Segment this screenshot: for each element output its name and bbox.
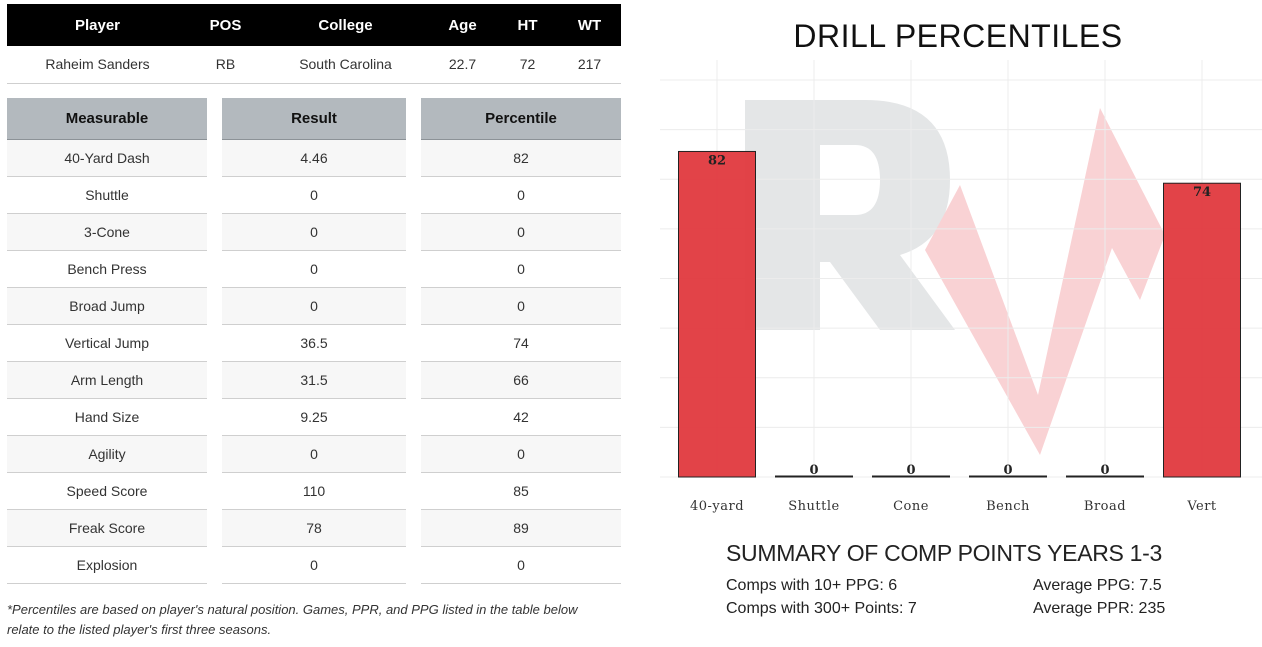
x-tick-label: Cone xyxy=(893,499,929,514)
measurable-cell: Speed Score xyxy=(7,473,207,510)
measurable-cell: Broad Jump xyxy=(7,288,207,325)
player-height: 72 xyxy=(497,46,558,84)
bar-shuttle xyxy=(775,475,853,478)
percentile-cell: 0 xyxy=(421,436,621,473)
header-college: College xyxy=(263,4,428,46)
result-cell: 0 xyxy=(222,177,406,214)
result-cell: 110 xyxy=(222,473,406,510)
bar-value-label: 0 xyxy=(906,463,915,478)
chart-title: DRILL PERCENTILES xyxy=(793,18,1122,54)
bar-value-label: 0 xyxy=(1100,463,1109,478)
result-header: Result xyxy=(222,98,406,140)
chart-labels: 82 40-yard 0 Shuttle 0 Cone 0 Bench 0 Broad 74 Vert xyxy=(690,153,1217,514)
measurable-cell: Arm Length xyxy=(7,362,207,399)
bar-vert xyxy=(1163,182,1241,478)
bar-bench xyxy=(969,475,1047,478)
footnote: *Percentiles are based on player's natur… xyxy=(7,600,627,640)
percentile-cell: 85 xyxy=(421,473,621,510)
percentile-cell: 74 xyxy=(421,325,621,362)
bar-broad xyxy=(1066,475,1144,478)
measurable-cell: Explosion xyxy=(7,547,207,584)
x-tick-label: Broad xyxy=(1084,499,1126,514)
player-name: Raheim Sanders xyxy=(7,46,188,84)
footnote-line-2: relate to the listed player's first thre… xyxy=(7,622,272,637)
bar-cone xyxy=(872,475,950,478)
watermark-r-icon xyxy=(745,100,955,330)
measurable-cell: Freak Score xyxy=(7,510,207,547)
result-cell: 36.5 xyxy=(222,325,406,362)
percentile-cell: 82 xyxy=(421,140,621,177)
percentile-cell: 0 xyxy=(421,547,621,584)
percentile-cell: 66 xyxy=(421,362,621,399)
measurable-column: Measurable 40-Yard Dash Shuttle 3-Cone Benc… xyxy=(7,98,207,584)
measurable-cell: Agility xyxy=(7,436,207,473)
header-player: Player xyxy=(7,4,188,46)
result-cell: 4.46 xyxy=(222,140,406,177)
x-tick-label: Shuttle xyxy=(788,499,839,514)
bar-value-label: 0 xyxy=(1003,463,1012,478)
player-pos: RB xyxy=(188,46,263,84)
bar-value-label: 74 xyxy=(1193,185,1211,200)
measurable-cell: 3-Cone xyxy=(7,214,207,251)
result-cell: 0 xyxy=(222,547,406,584)
percentile-cell: 0 xyxy=(421,214,621,251)
player-age: 22.7 xyxy=(428,46,497,84)
player-row: Raheim Sanders RB South Carolina 22.7 72… xyxy=(7,46,621,84)
measurable-header: Measurable xyxy=(7,98,207,140)
percentile-cell: 0 xyxy=(421,251,621,288)
percentile-cell: 42 xyxy=(421,399,621,436)
percentile-column: Percentile 82 0 0 0 0 74 66 42 0 85 89 0 xyxy=(421,98,621,584)
header-ht: HT xyxy=(497,4,558,46)
summary-comps-10-ppg: Comps with 10+ PPG: 6 xyxy=(726,577,898,594)
x-tick-label: Bench xyxy=(986,499,1030,514)
bar-value-label: 82 xyxy=(708,153,726,168)
x-tick-label: Vert xyxy=(1186,499,1217,514)
chart-bars xyxy=(678,150,1241,478)
summary-average-ppg: Average PPG: 7.5 xyxy=(1033,577,1162,594)
result-cell: 0 xyxy=(222,288,406,325)
header-pos: POS xyxy=(188,4,263,46)
header-age: Age xyxy=(428,4,497,46)
measurable-cell: 40-Yard Dash xyxy=(7,140,207,177)
percentile-cell: 0 xyxy=(421,177,621,214)
summary-comps-300-points: Comps with 300+ Points: 7 xyxy=(726,600,917,617)
player-info-table: Player POS College Age HT WT Raheim Sand… xyxy=(7,4,621,84)
result-cell: 9.25 xyxy=(222,399,406,436)
measurable-cell: Shuttle xyxy=(7,177,207,214)
bar-40-yard xyxy=(678,150,756,478)
header-wt: WT xyxy=(558,4,621,46)
chart-grid xyxy=(660,60,1262,478)
player-table-header-row: Player POS College Age HT WT xyxy=(7,4,621,46)
footnote-line-1: *Percentiles are based on player's natur… xyxy=(7,602,578,617)
measurable-cell: Hand Size xyxy=(7,399,207,436)
result-column: Result 4.46 0 0 0 0 36.5 31.5 9.25 0 110 78 0 xyxy=(222,98,406,584)
measurable-cell: Bench Press xyxy=(7,251,207,288)
player-weight: 217 xyxy=(558,46,621,84)
watermark-logo xyxy=(745,100,1165,455)
watermark-v-icon xyxy=(925,108,1165,455)
result-cell: 31.5 xyxy=(222,362,406,399)
player-college: South Carolina xyxy=(263,46,428,84)
bar-value-label: 0 xyxy=(809,463,818,478)
drill-percentiles-chart: 82 40-yard 0 Shuttle 0 Cone 0 Bench 0 Broad 74 Vert… xyxy=(660,18,1262,514)
result-cell: 0 xyxy=(222,251,406,288)
result-cell: 78 xyxy=(222,510,406,547)
summary-title: SUMMARY OF COMP POINTS YEARS 1-3 xyxy=(726,540,1163,566)
result-cell: 0 xyxy=(222,214,406,251)
percentile-cell: 89 xyxy=(421,510,621,547)
summary-average-ppr: Average PPR: 235 xyxy=(1033,600,1166,617)
result-cell: 0 xyxy=(222,436,406,473)
measurable-cell: Vertical Jump xyxy=(7,325,207,362)
x-tick-label: 40-yard xyxy=(690,499,744,514)
percentile-cell: 0 xyxy=(421,288,621,325)
percentile-header: Percentile xyxy=(421,98,621,140)
